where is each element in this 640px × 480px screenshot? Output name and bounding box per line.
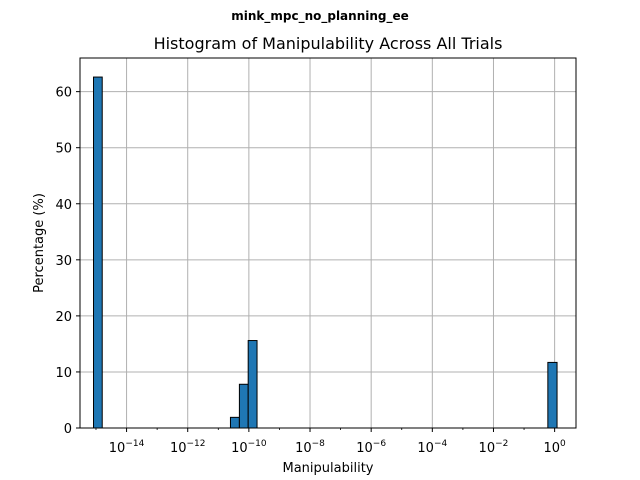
x-tick-label: 10−10 bbox=[231, 439, 267, 456]
x-tick-label: 10−2 bbox=[479, 439, 509, 456]
figure-suptitle: mink_mpc_no_planning_ee bbox=[231, 9, 409, 24]
y-tick-label: 60 bbox=[55, 86, 72, 101]
y-tick-label: 40 bbox=[55, 198, 72, 213]
plot-area-frame bbox=[79, 57, 577, 429]
x-axis-ticks: 10−14 10−12 10−10 10−8 10−6 10−4 10−2 100 bbox=[95, 428, 566, 456]
y-tick-label: 50 bbox=[55, 142, 72, 157]
y-tick-label: 20 bbox=[55, 310, 72, 325]
x-axis-label: Manipulability bbox=[283, 461, 374, 476]
x-tick-label: 10−4 bbox=[417, 439, 447, 456]
histogram-bar bbox=[547, 361, 558, 429]
histogram-bar bbox=[229, 416, 240, 429]
histogram-bar bbox=[93, 76, 103, 429]
x-tick-label: 100 bbox=[543, 439, 566, 456]
histogram-bar bbox=[238, 383, 249, 429]
chart-title: Histogram of Manipulability Across All T… bbox=[154, 34, 503, 53]
y-tick-label: 10 bbox=[55, 366, 72, 381]
y-axis-ticks: 0 10 20 30 40 50 60 bbox=[55, 86, 80, 437]
y-axis-label: Percentage (%) bbox=[32, 193, 47, 293]
y-tick-label: 0 bbox=[64, 422, 72, 437]
histogram-bar bbox=[247, 340, 258, 429]
x-tick-label: 10−14 bbox=[109, 439, 145, 456]
x-tick-label: 10−6 bbox=[356, 439, 386, 456]
y-tick-label: 30 bbox=[55, 254, 72, 269]
x-tick-label: 10−8 bbox=[295, 439, 325, 456]
x-tick-label: 10−12 bbox=[170, 439, 206, 456]
